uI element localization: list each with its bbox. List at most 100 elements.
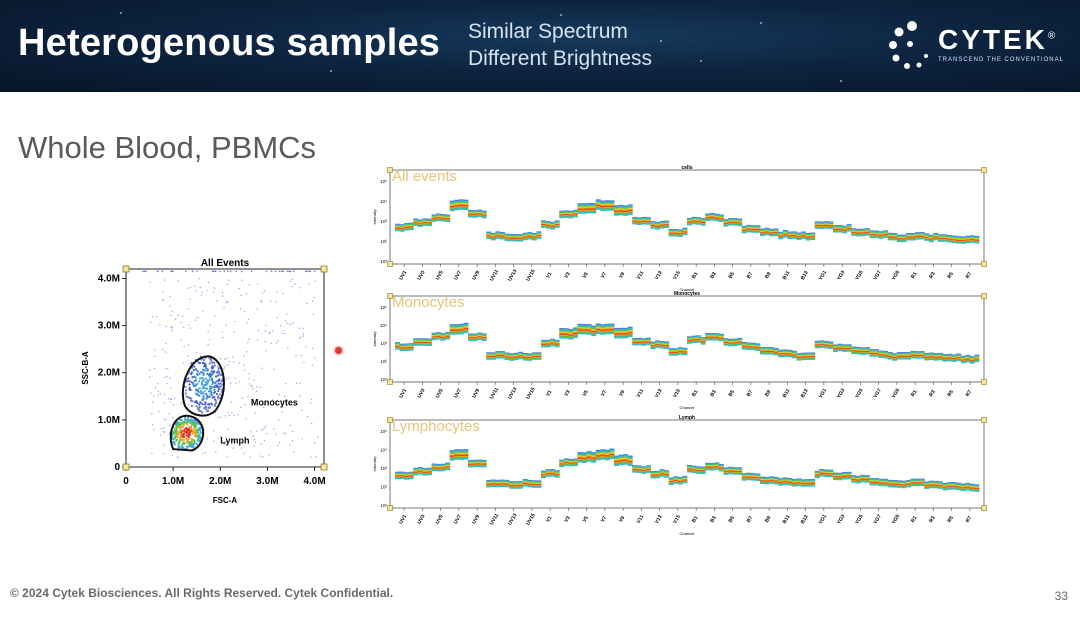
heatmap-cell (823, 224, 829, 226)
heatmap-cell (741, 477, 747, 480)
heatmap-cell (910, 484, 916, 486)
heatmap-cell (837, 474, 843, 476)
event-dot (246, 351, 248, 353)
event-dot (213, 430, 215, 432)
heatmap-cell (791, 231, 797, 233)
heatmap-cell (750, 473, 756, 476)
event-dot (309, 270, 312, 273)
heatmap-cell (801, 358, 807, 361)
heatmap-cell (718, 215, 724, 217)
heatmap-cell (527, 480, 533, 482)
event-dot (289, 323, 291, 326)
heatmap-cell (499, 235, 505, 237)
heatmap-cell (937, 357, 943, 359)
heatmap-cell (819, 340, 825, 342)
heatmap-cell (901, 486, 907, 489)
heatmap-cell (951, 485, 957, 487)
event-dot (238, 362, 240, 364)
heatmap-cell (819, 222, 825, 224)
heatmap-cell (645, 219, 651, 221)
heatmap-cell (568, 334, 574, 337)
heatmap-cell (554, 474, 560, 477)
heatmap-cell (810, 485, 816, 487)
heatmap-cell (668, 479, 674, 481)
heatmap-cell (623, 457, 629, 460)
event-dot (207, 380, 210, 383)
heatmap-cell (842, 350, 848, 352)
heatmap-cell (828, 342, 834, 344)
event-dot (195, 290, 198, 292)
heatmap-cell (559, 336, 565, 339)
heatmap-cell (796, 359, 802, 361)
heatmap-cell (527, 479, 533, 482)
corner-handle (981, 505, 987, 511)
heatmap-cell (965, 241, 971, 244)
heatmap-cell (969, 362, 975, 364)
heatmap-cell (814, 222, 820, 224)
heatmap-cell (614, 207, 619, 210)
heatmap-cell (440, 336, 446, 338)
heatmap-cell (399, 224, 405, 226)
heatmap-cell (760, 232, 765, 234)
heatmap-cell (563, 337, 569, 339)
heatmap-cell (833, 478, 838, 480)
heatmap-cell (545, 475, 551, 477)
heatmap-cell (937, 354, 943, 356)
channel-tick-label: UV3 (416, 270, 426, 282)
heatmap-cell (563, 459, 569, 461)
heatmap-cell (878, 352, 884, 355)
event-dot (191, 419, 194, 423)
heatmap-cell (741, 348, 747, 350)
heatmap-cell (947, 357, 953, 359)
heatmap-cell (737, 224, 743, 226)
heatmap-cell (499, 479, 505, 481)
event-dot (291, 440, 293, 442)
heatmap-cell (413, 339, 419, 341)
heatmap-cell (440, 469, 446, 471)
event-dot (181, 445, 184, 449)
heatmap-cell (426, 344, 432, 347)
heatmap-cell (814, 475, 820, 477)
heatmap-cell (609, 456, 615, 458)
heatmap-cell (791, 353, 797, 355)
heatmap-cell (728, 222, 734, 224)
heatmap-cell (906, 234, 911, 236)
heatmap-cell (947, 235, 953, 238)
heatmap-cell (842, 476, 848, 478)
heatmap-cell (422, 343, 428, 345)
heatmap-cell (422, 223, 428, 226)
heatmap-cell (956, 358, 962, 361)
heatmap-cell (664, 221, 670, 223)
heatmap-cell (810, 357, 816, 359)
event-dot (210, 390, 213, 393)
heatmap-cell (860, 350, 866, 352)
heatmap-cell (490, 232, 496, 235)
heatmap-cell (404, 476, 410, 479)
heatmap-cell (518, 358, 524, 360)
heatmap-cell (668, 354, 674, 356)
heatmap-cell (550, 473, 556, 476)
heatmap-cell (723, 338, 729, 340)
heatmap-cell (801, 355, 807, 358)
heatmap-cell (696, 472, 702, 474)
heatmap-cell (445, 336, 451, 338)
heatmap-cell (490, 479, 496, 481)
heatmap-cell (760, 479, 765, 481)
heatmap-cell (741, 473, 747, 476)
heatmap-cell (550, 340, 556, 342)
heatmap-cell (796, 479, 802, 481)
heatmap-cell (956, 240, 962, 243)
heatmap-cell (746, 346, 752, 348)
event-dot (202, 365, 206, 368)
heatmap-cell (600, 206, 606, 208)
heatmap-cell (422, 344, 428, 346)
heatmap-cell (627, 463, 633, 465)
heatmap-cell (472, 212, 478, 214)
heatmap-cell (604, 457, 610, 460)
heatmap-cell (887, 482, 893, 485)
heatmap-cell (892, 358, 898, 361)
event-dot (195, 351, 198, 354)
heatmap-cell (577, 456, 583, 459)
heatmap-cell (582, 332, 588, 335)
heatmap-cell (472, 465, 478, 467)
